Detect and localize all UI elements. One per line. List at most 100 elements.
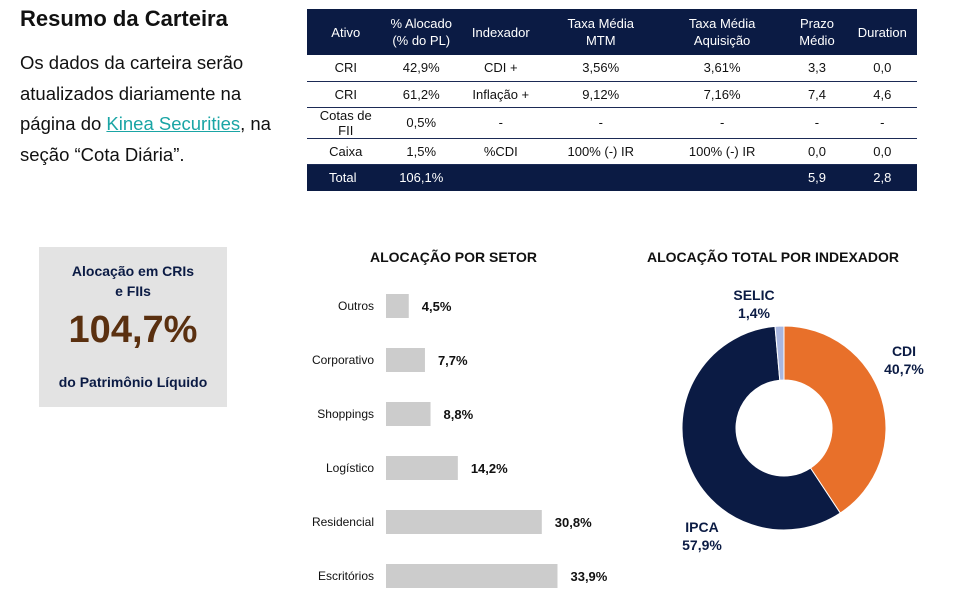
bar-category-label: Shoppings — [317, 407, 374, 421]
portfolio-description: Os dados da carteira serão atualizados d… — [20, 48, 290, 170]
portfolio-summary-table: Ativo % Alocado (% do PL) Indexador Taxa Méd… — [307, 9, 917, 191]
total-cell-prazo-medio: 5,9 — [786, 164, 848, 191]
bar-value-label: 14,2% — [471, 461, 508, 476]
bar-value-label: 4,5% — [422, 299, 452, 314]
bar-value-label: 33,9% — [570, 569, 607, 584]
col-header-text: % Alocado — [390, 16, 452, 31]
bar-value-label: 7,7% — [438, 353, 468, 368]
description-text-end: , na seção “Cota Diária”. — [20, 113, 271, 165]
cell-ativo: CRI — [307, 81, 385, 108]
cell-pct-alocado: 0,5% — [384, 107, 458, 139]
bar — [386, 402, 431, 426]
bar — [386, 348, 425, 372]
sector-chart-title: ALOCAÇÃO POR SETOR — [370, 249, 537, 265]
cell-prazo-medio: 0,0 — [786, 138, 848, 165]
total-cell-pct-alocado: 106,1% — [384, 164, 458, 191]
col-header-text: Taxa Média — [688, 16, 756, 31]
table-header-row: Ativo % Alocado (% do PL) Indexador Taxa Méd… — [307, 9, 917, 55]
page-title: Resumo da Carteira — [20, 6, 228, 31]
kpi-value: 104,7% — [68, 309, 198, 351]
donut-slice-value: 57,9% — [682, 537, 722, 553]
kpi-label-line2: e FIIs — [115, 283, 151, 299]
col-header-duration: Duration — [847, 9, 917, 55]
table-total-row: Total 106,1% 5,9 2,8 — [307, 164, 917, 191]
cell-indexador: Inflação + — [457, 81, 544, 108]
col-header-text: Ativo — [331, 24, 361, 40]
col-header-prazo-medio: Prazo Médio — [786, 9, 848, 55]
col-header-taxa-mtm: Taxa Média MTM — [543, 9, 658, 55]
cell-prazo-medio: 3,3 — [786, 55, 848, 82]
cell-ativo: Cotas de FII — [307, 107, 385, 139]
col-header-text: Duration — [857, 24, 907, 40]
cell-duration: 4,6 — [847, 81, 917, 108]
donut-slice-label: IPCA — [685, 519, 718, 535]
kpi-label-line1: Alocação em CRIs — [71, 263, 195, 279]
table-row: CRI 61,2% Inflação +9,12% 7,16% 7,4 4,6 — [307, 81, 917, 108]
description-text-start: Os dados da carteira serão atualizados d… — [20, 52, 244, 134]
cell-taxa-aquisicao: 7,16% — [657, 81, 787, 108]
allocation-kpi-box: Alocação em CRIs e FIIs 104,7% do Patrim… — [39, 247, 227, 407]
cell-taxa-mtm: 3,56% — [543, 55, 658, 82]
col-header-text: Indexador — [471, 24, 530, 40]
cell-prazo-medio: 7,4 — [786, 81, 848, 108]
bar-category-label: Outros — [338, 299, 374, 313]
bar-category-label: Corporativo — [312, 353, 374, 367]
donut-slice-cdi — [783, 325, 887, 514]
bar-category-label: Escritórios — [318, 569, 374, 583]
donut-slice-selic — [774, 325, 785, 381]
cell-indexador: - — [457, 107, 544, 139]
bar-value-label: 30,8% — [555, 515, 592, 530]
bar-category-label: Logístico — [326, 461, 374, 475]
indexer-chart-title: ALOCAÇÃO TOTAL POR INDEXADOR — [647, 249, 900, 265]
cell-indexador: CDI + — [457, 55, 544, 82]
indexer-allocation-donut-chart: CDI 40,7% IPCA 57,9% SELIC 1,4% — [681, 287, 924, 553]
total-cell-duration: 2,8 — [847, 164, 917, 191]
cell-indexador: %CDI — [457, 138, 544, 165]
cell-ativo: Caixa — [307, 138, 385, 165]
cell-taxa-aquisicao: 3,61% — [657, 55, 787, 82]
bar-value-label: 8,8% — [444, 407, 474, 422]
table-row: CRI 42,9% CDI +3,56% 3,61% 3,3 0,0 — [307, 55, 917, 82]
donut-slice-ipca — [681, 325, 841, 531]
donut-slice-value: 1,4% — [738, 305, 770, 321]
bar-category-label: Residencial — [312, 515, 374, 529]
bar — [386, 294, 409, 318]
col-header-text: Médio — [799, 33, 835, 48]
kpi-sublabel: do Patrimônio Líquido — [58, 374, 208, 390]
table-row: Caixa 1,5% %CDI 100% (-) IR 100% (-) IR 0,0 0,… — [307, 138, 917, 165]
cell-duration: - — [847, 107, 917, 139]
cell-taxa-mtm: 9,12% — [543, 81, 658, 108]
col-header-indexador: Indexador — [457, 9, 544, 55]
col-header-text: (% do PL) — [392, 33, 451, 48]
kinea-securities-link[interactable]: Kinea Securities — [106, 113, 241, 134]
donut-slice-label: CDI — [892, 343, 916, 359]
cell-taxa-mtm: - — [543, 107, 658, 139]
bar — [386, 510, 542, 534]
kpi-label: Alocação em CRIs e FIIs — [39, 261, 227, 301]
donut-slice-value: 40,7% — [884, 361, 924, 377]
sector-allocation-bar-chart: Outros 4,5% Corporativo 7,7% Shoppings 8,8% Lo… — [312, 294, 608, 588]
total-cell-taxa-aquisicao — [657, 164, 787, 191]
cell-duration: 0,0 — [847, 138, 917, 165]
cell-ativo: CRI — [307, 55, 385, 82]
donut-slice-label: SELIC — [733, 287, 774, 303]
col-header-text: Aquisição — [693, 33, 751, 48]
col-header-text: MTM — [585, 33, 616, 48]
cell-pct-alocado: 61,2% — [384, 81, 458, 108]
total-cell-indexador — [457, 164, 544, 191]
total-cell-taxa-mtm — [543, 164, 658, 191]
total-cell-ativo: Total — [307, 164, 385, 191]
col-header-pct-alocado: % Alocado (% do PL) — [384, 9, 458, 55]
cell-taxa-mtm: 100% (-) IR — [543, 138, 658, 165]
table-row: Cotas de FII 0,5% - - - - - — [307, 107, 917, 139]
bar — [386, 564, 558, 588]
col-header-text: Taxa Média — [567, 16, 634, 31]
cell-prazo-medio: - — [786, 107, 848, 139]
cell-taxa-aquisicao: 100% (-) IR — [657, 138, 787, 165]
col-header-ativo: Ativo — [307, 9, 385, 55]
bar — [386, 456, 458, 480]
col-header-taxa-aquisicao: Taxa Média Aquisição — [657, 9, 787, 55]
cell-pct-alocado: 42,9% — [384, 55, 458, 82]
cell-duration: 0,0 — [847, 55, 917, 82]
cell-pct-alocado: 1,5% — [384, 138, 458, 165]
